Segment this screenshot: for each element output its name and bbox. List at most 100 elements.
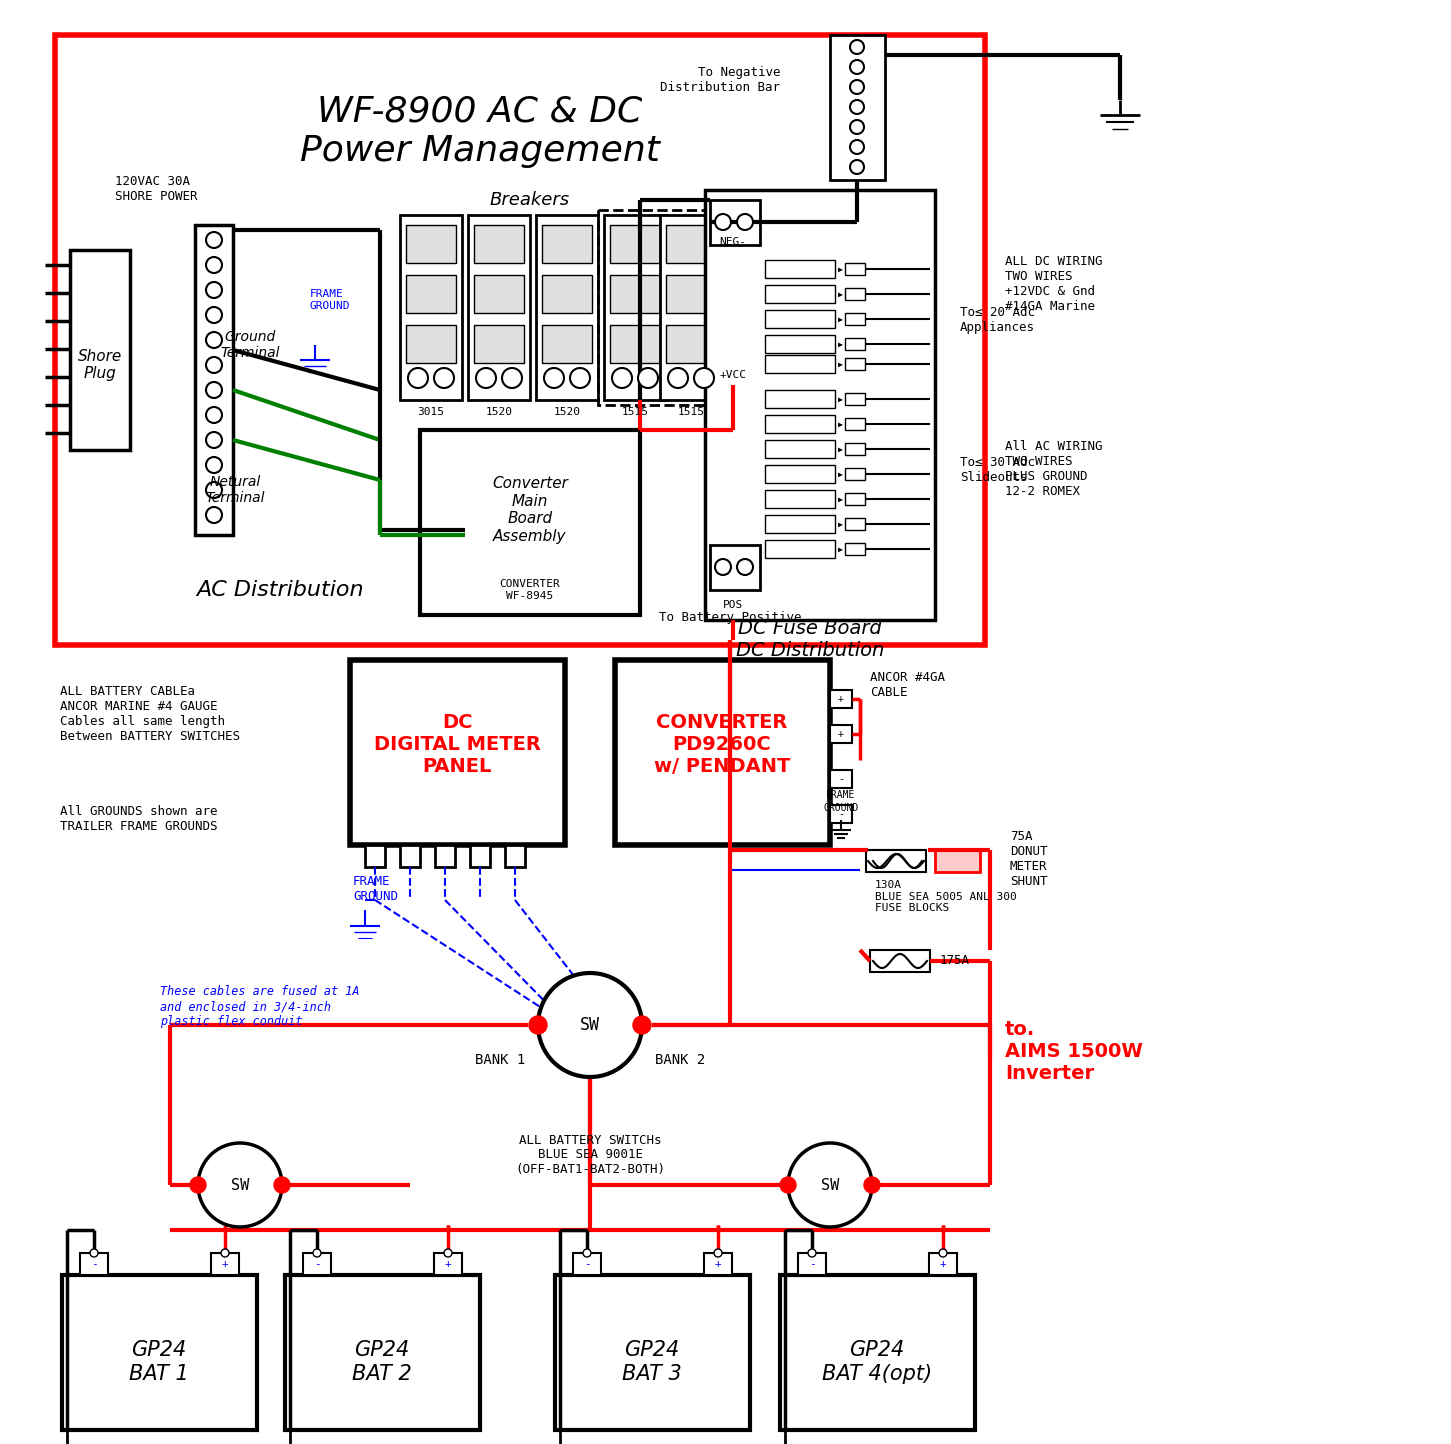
Text: To≤ 20 Adc
Appliances: To≤ 20 Adc Appliances — [961, 306, 1035, 334]
Text: To Battery Positive: To Battery Positive — [659, 611, 801, 624]
Text: To≤ 30 Adc
Slideouts: To≤ 30 Adc Slideouts — [961, 456, 1035, 484]
Text: AC Distribution: AC Distribution — [196, 580, 364, 601]
Circle shape — [206, 507, 222, 523]
Circle shape — [715, 559, 731, 575]
Text: 1520: 1520 — [486, 407, 512, 417]
Bar — [844, 287, 865, 300]
Bar — [505, 845, 525, 866]
Bar — [62, 1275, 257, 1430]
Circle shape — [313, 1249, 321, 1256]
Circle shape — [737, 214, 753, 230]
Bar — [350, 660, 564, 845]
Bar — [844, 313, 865, 325]
Bar — [469, 215, 530, 400]
Text: DC
DIGITAL METER
PANEL: DC DIGITAL METER PANEL — [373, 713, 540, 777]
Circle shape — [530, 1017, 547, 1034]
Circle shape — [863, 1177, 879, 1193]
Bar — [844, 443, 865, 455]
Bar — [474, 274, 524, 313]
Bar — [765, 390, 834, 409]
Text: ▶: ▶ — [837, 394, 843, 403]
Circle shape — [434, 368, 454, 388]
Bar — [830, 770, 852, 788]
Circle shape — [808, 1249, 815, 1256]
Bar — [194, 225, 234, 534]
Text: GP24
BAT 1: GP24 BAT 1 — [129, 1340, 189, 1383]
Text: These cables are fused at 1A
and enclosed in 3/4-inch
plastic flex conduit: These cables are fused at 1A and enclose… — [160, 985, 360, 1028]
Text: CONVERTER
PD9260C
w/ PENDANT: CONVERTER PD9260C w/ PENDANT — [654, 713, 791, 777]
Text: GP24
BAT 4(opt): GP24 BAT 4(opt) — [821, 1340, 932, 1383]
Bar — [55, 35, 985, 645]
Text: 3015: 3015 — [418, 407, 444, 417]
Circle shape — [408, 368, 428, 388]
Circle shape — [638, 368, 657, 388]
Circle shape — [850, 79, 863, 94]
Circle shape — [502, 368, 522, 388]
Text: WF-8900 AC & DC
Power Management: WF-8900 AC & DC Power Management — [300, 95, 660, 169]
Bar — [660, 215, 723, 400]
Bar — [705, 191, 934, 619]
Bar — [844, 338, 865, 349]
Text: ALL BATTERY SWITCHs
BLUE SEA 9001E
(OFF-BAT1-BAT2-BOTH): ALL BATTERY SWITCHs BLUE SEA 9001E (OFF-… — [515, 1134, 665, 1177]
Circle shape — [737, 559, 753, 575]
Text: -: - — [583, 1259, 591, 1269]
Text: 1515: 1515 — [678, 407, 705, 417]
Bar — [765, 260, 834, 279]
Circle shape — [444, 1249, 453, 1256]
Text: GP24
BAT 2: GP24 BAT 2 — [353, 1340, 412, 1383]
Text: NEG-: NEG- — [720, 237, 746, 247]
Bar — [535, 215, 598, 400]
Text: ▶: ▶ — [837, 469, 843, 478]
Text: ▶: ▶ — [837, 339, 843, 348]
Text: ALL DC WIRING
TWO WIRES
+12VDC & Gnd
#14GA Marine: ALL DC WIRING TWO WIRES +12VDC & Gnd #14… — [1006, 256, 1103, 313]
Bar — [609, 225, 660, 263]
Bar — [704, 1253, 731, 1275]
Bar — [765, 440, 834, 458]
Bar — [609, 274, 660, 313]
Bar — [666, 325, 715, 362]
Text: ▶: ▶ — [837, 494, 843, 504]
Circle shape — [274, 1177, 290, 1193]
Bar — [434, 1253, 461, 1275]
Text: DC Fuse Board
DC Distribution: DC Fuse Board DC Distribution — [736, 619, 884, 660]
Text: +VCC: +VCC — [720, 370, 746, 380]
Circle shape — [206, 257, 222, 273]
Text: FRAME
GROUND: FRAME GROUND — [353, 875, 398, 902]
Circle shape — [206, 407, 222, 423]
Bar — [844, 492, 865, 505]
Text: 175A: 175A — [940, 954, 971, 967]
Text: SW: SW — [231, 1177, 250, 1193]
Bar — [543, 274, 592, 313]
Circle shape — [583, 1249, 591, 1256]
Bar — [765, 284, 834, 303]
Bar — [80, 1253, 107, 1275]
Circle shape — [570, 368, 591, 388]
Bar — [284, 1275, 480, 1430]
Text: All GROUNDS shown are
TRAILER FRAME GROUNDS: All GROUNDS shown are TRAILER FRAME GROU… — [59, 804, 218, 833]
Circle shape — [544, 368, 564, 388]
Text: FRAME: FRAME — [826, 790, 856, 800]
Bar — [615, 660, 830, 845]
Circle shape — [850, 120, 863, 134]
Circle shape — [221, 1249, 229, 1256]
Bar — [406, 325, 456, 362]
Text: 1515: 1515 — [621, 407, 649, 417]
Bar — [781, 1275, 975, 1430]
Bar — [765, 465, 834, 482]
Text: to.
AIMS 1500W
Inverter: to. AIMS 1500W Inverter — [1006, 1019, 1143, 1083]
Circle shape — [476, 368, 496, 388]
Bar — [554, 1275, 750, 1430]
Text: ▶: ▶ — [837, 420, 843, 429]
Bar — [929, 1253, 958, 1275]
Text: 75A
DONUT
METER
SHUNT: 75A DONUT METER SHUNT — [1010, 830, 1048, 888]
Circle shape — [939, 1249, 948, 1256]
Circle shape — [612, 368, 633, 388]
Bar — [666, 225, 715, 263]
Circle shape — [206, 308, 222, 323]
Text: BANK 2: BANK 2 — [654, 1053, 705, 1067]
Circle shape — [206, 456, 222, 474]
Bar — [573, 1253, 601, 1275]
Text: Converter
Main
Board
Assembly: Converter Main Board Assembly — [492, 477, 567, 543]
Bar — [871, 851, 924, 872]
Text: To Negative
Distribution Bar: To Negative Distribution Bar — [660, 66, 781, 94]
